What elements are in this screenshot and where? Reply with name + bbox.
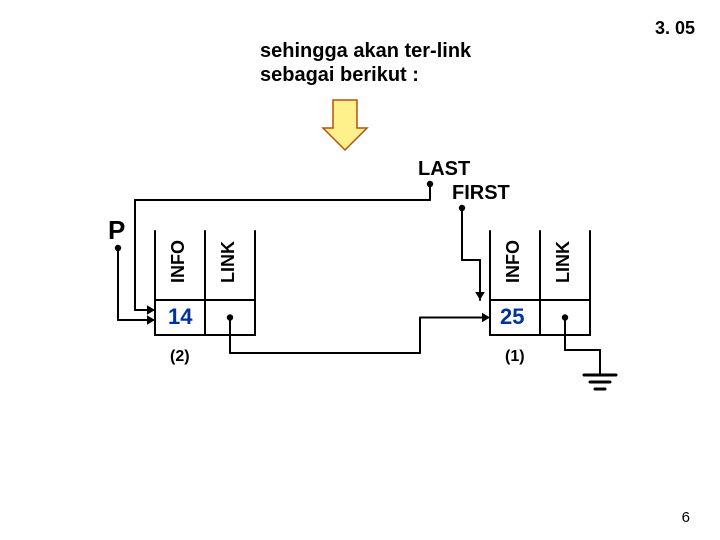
diagram-svg xyxy=(0,0,720,540)
